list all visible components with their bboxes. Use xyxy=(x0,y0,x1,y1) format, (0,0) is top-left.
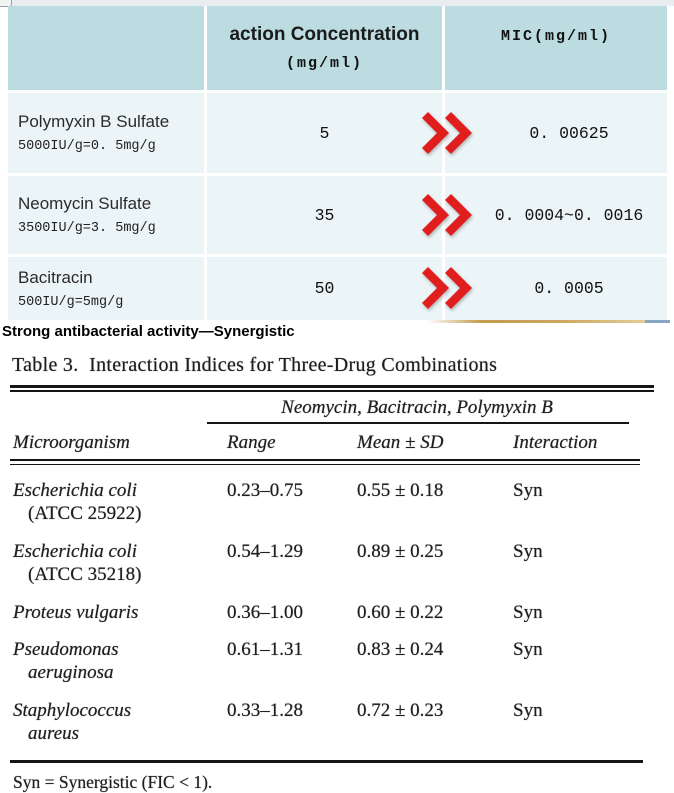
drug-name: Bacitracin xyxy=(18,267,93,287)
table-rule xyxy=(10,760,643,763)
organism-name: Escherichia coli xyxy=(13,541,137,562)
table3-rows: Escherichia coli (ATCC 25922) 0.23–0.75 … xyxy=(10,479,660,745)
table3-title: Table 3. Interaction Indices for Three-D… xyxy=(12,354,498,376)
drug-name: Neomycin Sulfate xyxy=(18,194,152,213)
interaction-cell: Syn xyxy=(513,602,543,623)
table-accent-line-gold xyxy=(427,320,645,323)
synergy-caption: Strong antibacterial activity—Synergisti… xyxy=(2,323,295,340)
table-row: Escherichia coli (ATCC 25922) 0.23–0.75 … xyxy=(10,479,660,525)
table-row: Staphylococcus aureus 0.33–1.28 0.72 ± 0… xyxy=(10,699,660,745)
header-concentration-cell: action Concentration (mg/ml) xyxy=(207,6,442,90)
double-chevron-icon xyxy=(421,193,472,237)
organism-name: Escherichia coli xyxy=(13,480,137,501)
organism-strain: (ATCC 35218) xyxy=(28,564,142,585)
mean-sd-cell: 0.89 ± 0.25 xyxy=(357,541,444,562)
table-row-bacitracin-name: Bacitracin 500IU/g=5mg/g xyxy=(8,257,204,320)
header-concentration-line2: (mg/ml) xyxy=(285,55,363,72)
mean-sd-cell: 0.55 ± 0.18 xyxy=(357,480,444,501)
column-header-interaction: Interaction xyxy=(513,432,598,453)
header-mic-cell: MIC(mg/ml) xyxy=(445,6,667,90)
table-row-neomycin-name: Neomycin Sulfate 3500IU/g=3. 5mg/g xyxy=(8,176,204,254)
table-accent-line-blue xyxy=(645,320,670,323)
table-row: Proteus vulgaris 0.36–1.00 0.60 ± 0.22 S… xyxy=(10,601,660,624)
organism-strain: (ATCC 25922) xyxy=(28,503,142,524)
header-mic-label: MIC(mg/ml) xyxy=(500,28,611,45)
window-corner-artifact xyxy=(0,0,12,7)
drug-equivalence: 500IU/g=5mg/g xyxy=(18,294,124,310)
organism-cell: Escherichia coli (ATCC 25922) xyxy=(13,479,227,525)
mic-value: 0. 00625 xyxy=(445,93,667,173)
organism-cell: Pseudomonas aeruginosa xyxy=(13,638,227,684)
range-cell: 0.33–1.28 xyxy=(227,700,303,721)
table-row-polymyxin-name: Polymyxin B Sulfate 5000IU/g=0. 5mg/g xyxy=(8,93,204,173)
concentration-value: 5 xyxy=(207,93,442,173)
interaction-cell: Syn xyxy=(513,541,543,562)
table-rule xyxy=(10,459,640,465)
column-header-microorganism: Microorganism xyxy=(13,432,130,453)
antibiotic-concentration-table: action Concentration (mg/ml) MIC(mg/ml) … xyxy=(8,6,670,323)
table3-footnote: Syn = Synergistic (FIC < 1). xyxy=(13,771,213,792)
table-rule xyxy=(10,385,654,392)
table-row: Escherichia coli (ATCC 35218) 0.54–1.29 … xyxy=(10,540,660,586)
mic-value: 0. 0004~0. 0016 xyxy=(445,176,667,254)
window-top-strip xyxy=(0,0,674,6)
double-chevron-icon xyxy=(421,266,472,310)
mean-sd-cell: 0.60 ± 0.22 xyxy=(357,602,444,623)
range-cell: 0.36–1.00 xyxy=(227,602,303,623)
column-header-mean-sd: Mean ± SD xyxy=(357,432,444,453)
table-row: Pseudomonas aeruginosa 0.61–1.31 0.83 ± … xyxy=(10,638,660,684)
organism-species: aureus xyxy=(28,723,80,744)
range-cell: 0.23–0.75 xyxy=(227,480,303,501)
table3-spanner-header: Neomycin, Bacitracin, Polymyxin B xyxy=(281,397,553,418)
header-concentration-line1: action Concentration xyxy=(229,24,420,45)
organism-cell: Staphylococcus aureus xyxy=(13,699,227,745)
organism-cell: Escherichia coli (ATCC 35218) xyxy=(13,540,227,586)
organism-name: Proteus vulgaris xyxy=(13,602,139,623)
journal-table3: Table 3. Interaction Indices for Three-D… xyxy=(10,352,660,793)
header-empty-cell xyxy=(8,6,204,90)
mean-sd-cell: 0.72 ± 0.23 xyxy=(357,700,444,721)
concentration-value: 35 xyxy=(207,176,442,254)
antibiotic-concentration-grid: action Concentration (mg/ml) MIC(mg/ml) … xyxy=(8,6,670,320)
interaction-cell: Syn xyxy=(513,700,543,721)
interaction-cell: Syn xyxy=(513,480,543,501)
double-chevron-icon xyxy=(421,111,472,155)
organism-name: Staphylococcus xyxy=(13,700,132,721)
interaction-cell: Syn xyxy=(513,639,543,660)
drug-name: Polymyxin B Sulfate xyxy=(18,112,170,131)
mic-value: 0. 0005 xyxy=(445,257,667,320)
organism-species: aeruginosa xyxy=(28,662,114,683)
drug-equivalence: 3500IU/g=3. 5mg/g xyxy=(18,221,156,236)
mean-sd-cell: 0.83 ± 0.24 xyxy=(357,639,444,660)
table-rule xyxy=(207,422,629,424)
column-header-range: Range xyxy=(227,432,276,453)
organism-cell: Proteus vulgaris xyxy=(13,601,227,624)
range-cell: 0.61–1.31 xyxy=(227,639,303,660)
drug-equivalence: 5000IU/g=0. 5mg/g xyxy=(18,139,156,154)
concentration-value: 50 xyxy=(207,257,442,320)
organism-name: Pseudomonas xyxy=(13,639,119,660)
range-cell: 0.54–1.29 xyxy=(227,541,303,562)
table3-column-headers: Microorganism Range Mean ± SD Interactio… xyxy=(10,431,660,455)
